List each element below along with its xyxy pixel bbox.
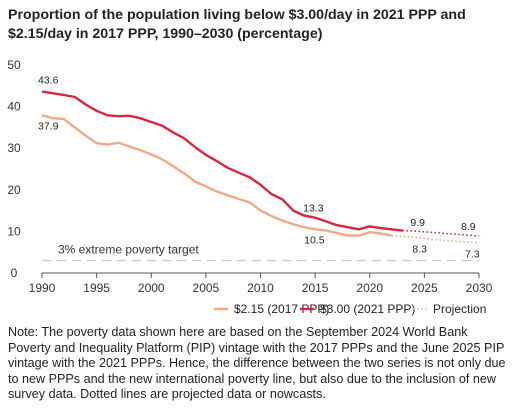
x-tick-label: 2015: [302, 281, 329, 295]
target-line-label: 3% extreme poverty target: [58, 243, 199, 257]
y-tick-label: 50: [7, 58, 21, 72]
data-label: 7.3: [465, 249, 480, 261]
x-tick-label: 1990: [29, 281, 56, 295]
series-lines: [41, 90, 480, 244]
y-tick-label: 0: [11, 266, 18, 280]
data-labels: 43.6 37.9 13.3 10.5 9.9 8.3 8.9 7.3: [38, 75, 480, 261]
x-tick-label: 2010: [247, 281, 274, 295]
x-tick-label: 1995: [83, 281, 110, 295]
x-tick-label: 2000: [138, 281, 165, 295]
series-2021-ppp-projection-line: [402, 229, 480, 237]
x-tick-label: 2020: [356, 281, 383, 295]
y-tick-label: 40: [7, 100, 21, 114]
chart-note: Note: The poverty data shown here are ba…: [8, 325, 506, 401]
data-label: 37.9: [38, 120, 59, 132]
legend-2017-ppp-label: $2.15 (2017 PPP): [234, 302, 329, 316]
chart-title: Proportion of the population living belo…: [8, 7, 466, 42]
data-label: 13.3: [303, 203, 324, 215]
target-line-group: 3% extreme poverty target: [42, 243, 479, 262]
x-tick-label: 2030: [466, 281, 493, 295]
series-2017-ppp-line: [41, 114, 392, 237]
data-label: 8.9: [461, 221, 476, 233]
x-tick-label: 2005: [193, 281, 220, 295]
data-label: 9.9: [410, 217, 425, 229]
x-tick-label: 2025: [411, 281, 438, 295]
chart-legend: $2.15 (2017 PPP)$3.00 (2021 PPP) Projecti…: [214, 302, 486, 316]
data-label: 8.3: [412, 243, 427, 255]
legend-2021-ppp-label: $3.00 (2021 PPP): [320, 302, 415, 316]
data-label: 10.5: [304, 234, 325, 246]
y-tick-label: 10: [7, 224, 21, 238]
y-tick-label: 20: [7, 183, 21, 197]
series-2021-ppp-line: [41, 90, 403, 232]
y-tick-label: 30: [7, 141, 21, 155]
data-label: 43.6: [38, 75, 59, 87]
legend-projection-label: Projection: [433, 302, 486, 316]
series-2017-ppp-projection-line: [391, 234, 480, 244]
